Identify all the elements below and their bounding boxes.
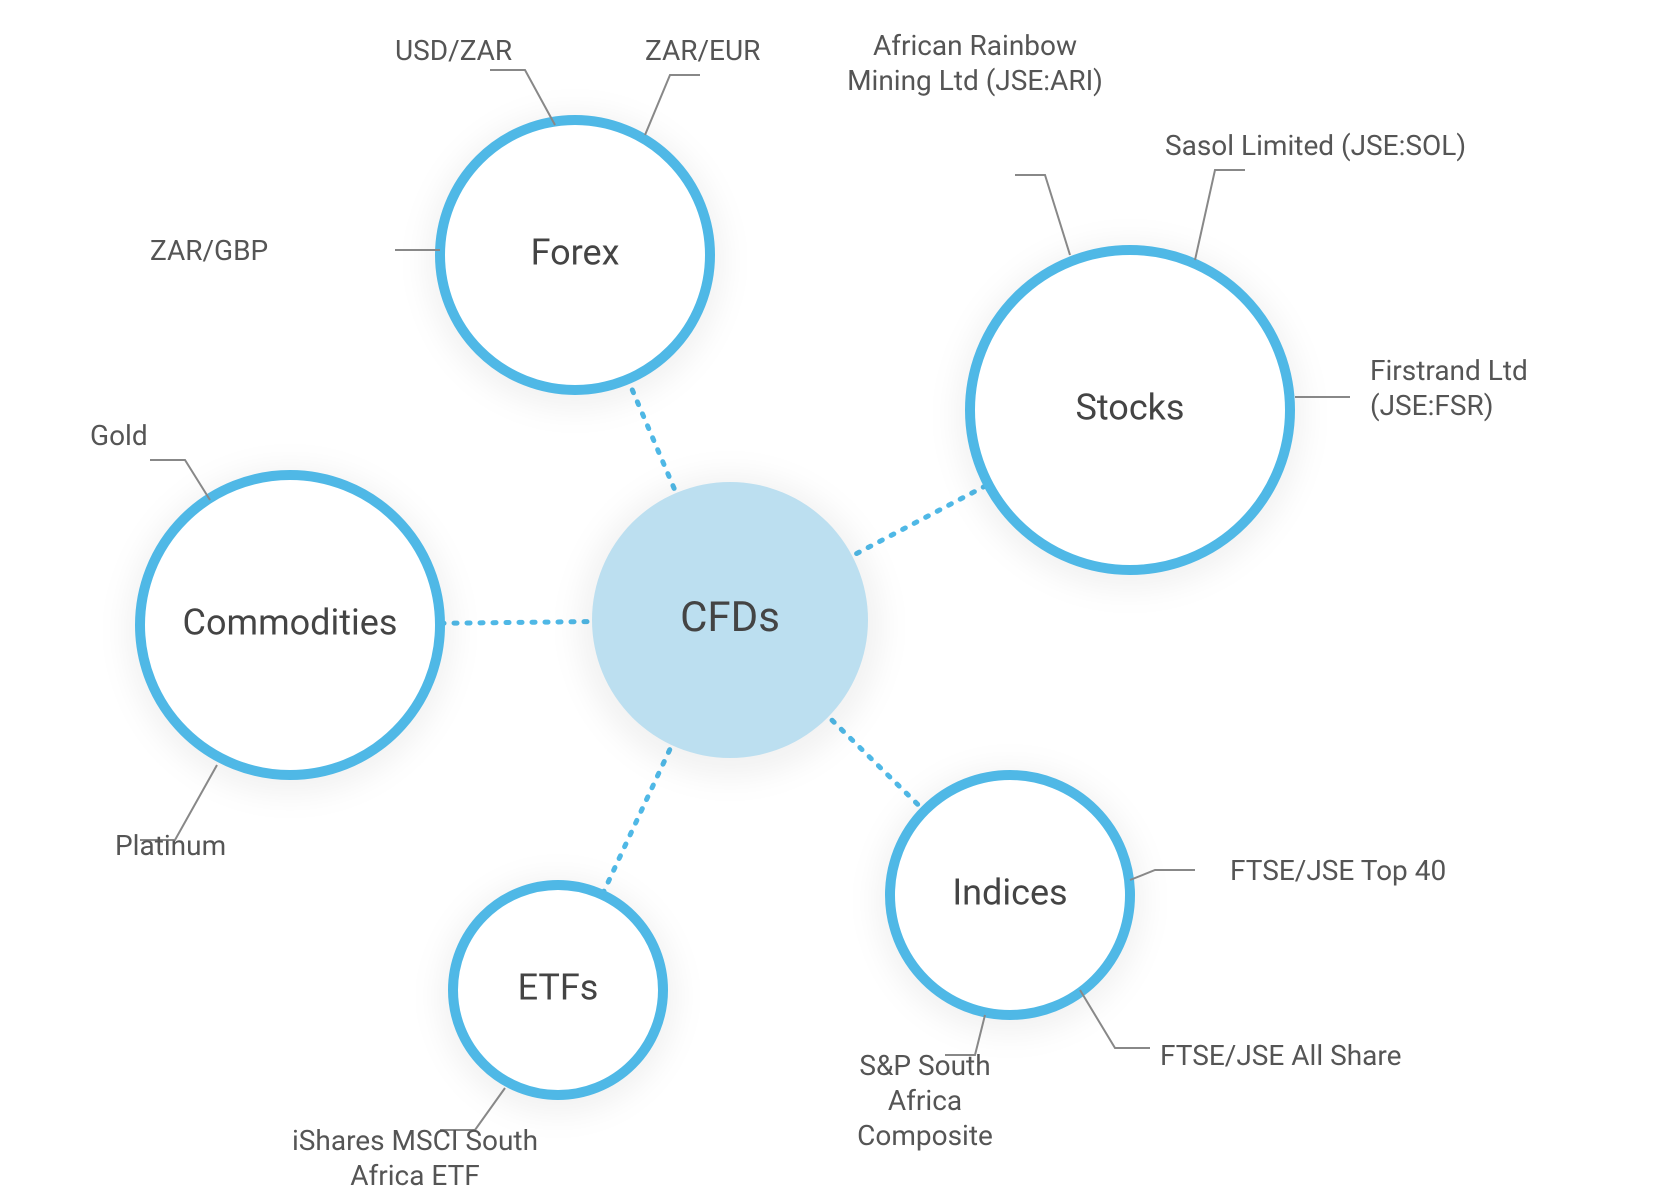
leaf-label: FTSE/JSE Top 40 <box>1230 854 1446 887</box>
leaf-label: Sasol Limited (JSE:SOL) <box>1165 129 1466 162</box>
leaf-label: USD/ZAR <box>395 34 512 67</box>
node-label-commodities: Commodities <box>183 602 398 644</box>
leaf-label: ZAR/GBP <box>150 234 268 267</box>
callout-line <box>1195 170 1245 260</box>
callout-line <box>1015 175 1070 255</box>
leaf-label: FTSE/JSE All Share <box>1160 1039 1401 1072</box>
center-label: CFDs <box>680 593 780 642</box>
leaf-label: Platinum <box>115 829 226 862</box>
leaf-label: African RainbowMining Ltd (JSE:ARI) <box>847 29 1103 97</box>
callout-line <box>645 75 700 135</box>
leaf-label: iShares MSCI SouthAfrica ETF <box>292 1124 538 1192</box>
node-label-forex: Forex <box>531 232 620 274</box>
node-label-etfs: ETFs <box>518 967 599 1009</box>
node-label-stocks: Stocks <box>1075 387 1184 429</box>
leaf-label: S&P SouthAfricaComposite <box>857 1049 993 1152</box>
cfds-mindmap: CFDs Forex Stocks Commodities Indices ETFs USD… <box>0 0 1656 1204</box>
leaf-label: Gold <box>90 419 148 452</box>
leaf-label: Firstrand Ltd(JSE:FSR) <box>1370 354 1528 422</box>
leaf-label: ZAR/EUR <box>645 34 760 67</box>
node-label-indices: Indices <box>952 872 1067 914</box>
